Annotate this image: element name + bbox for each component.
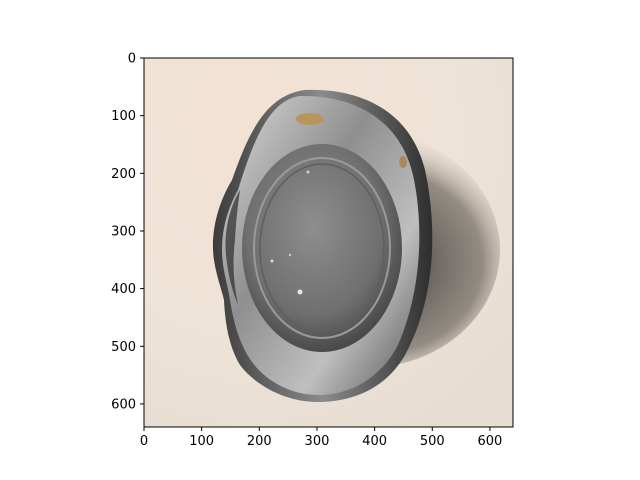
x-tick-label: 600 bbox=[478, 434, 503, 449]
y-tick-label: 0 bbox=[128, 52, 136, 67]
x-tick-label: 200 bbox=[247, 434, 272, 449]
y-tick-label: 200 bbox=[111, 167, 136, 182]
y-tick-label: 100 bbox=[111, 109, 136, 124]
can-lid bbox=[242, 144, 402, 352]
can-lid-ring bbox=[253, 157, 391, 339]
droplet bbox=[288, 253, 292, 257]
y-tick-label: 300 bbox=[111, 224, 136, 239]
x-tick-label: 400 bbox=[362, 434, 387, 449]
x-tick-label: 300 bbox=[305, 434, 330, 449]
food-residue bbox=[296, 113, 324, 125]
droplet bbox=[270, 259, 274, 263]
photo bbox=[144, 58, 513, 427]
can-lid-ring-inner bbox=[259, 163, 385, 333]
x-axis: 0 100 200 300 400 500 600 bbox=[140, 427, 502, 449]
droplet bbox=[306, 170, 310, 174]
y-tick-label: 400 bbox=[111, 282, 136, 297]
x-tick-label: 500 bbox=[420, 434, 445, 449]
x-tick-label: 0 bbox=[140, 434, 148, 449]
x-tick-label: 100 bbox=[189, 434, 214, 449]
y-axis: 0 100 200 300 400 500 600 bbox=[111, 52, 144, 412]
can-dent bbox=[225, 190, 240, 305]
droplet bbox=[297, 289, 303, 295]
axes-frame bbox=[143, 57, 514, 428]
food-residue-right bbox=[399, 156, 407, 168]
y-tick-label: 500 bbox=[111, 340, 136, 355]
y-tick-label: 600 bbox=[111, 397, 136, 412]
